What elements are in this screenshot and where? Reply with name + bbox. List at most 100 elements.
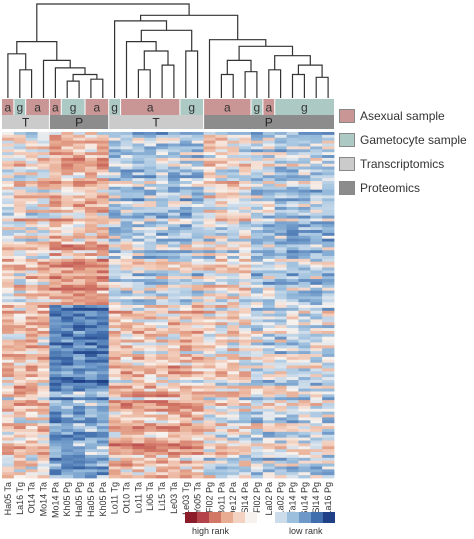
- stage-bar-segment: [25, 99, 50, 115]
- heatmap-cell: [274, 175, 287, 179]
- heatmap-cell: [49, 466, 62, 470]
- heatmap-cell: [144, 155, 157, 159]
- heatmap-cell: [13, 411, 27, 415]
- heatmap-cell: [61, 244, 74, 248]
- heatmap-cell: [298, 166, 311, 170]
- heatmap-cell: [132, 319, 145, 323]
- heatmap-cell: [85, 238, 98, 242]
- heatmap-cell: [251, 175, 264, 179]
- heatmap-cell: [85, 431, 98, 436]
- heatmap-cell: [144, 258, 157, 263]
- heatmap-cell: [49, 325, 62, 329]
- heatmap-cell: [144, 169, 157, 173]
- heatmap-cell: [239, 365, 252, 369]
- heatmap-cell: [310, 152, 323, 156]
- heatmap-cell: [37, 175, 50, 179]
- heatmap-cell: [108, 411, 121, 415]
- heatmap-cell: [239, 276, 252, 280]
- heatmap-cell: [286, 255, 299, 260]
- heatmap-cell: [215, 449, 228, 453]
- heatmap-cell: [25, 342, 38, 346]
- heatmap-cell: [144, 414, 157, 418]
- legend-swatch-gametocyte: [339, 133, 355, 147]
- heatmap-cell: [37, 371, 50, 375]
- heatmap-cell: [25, 160, 38, 165]
- heatmap-cell: [251, 134, 264, 139]
- heatmap-cell: [322, 215, 335, 219]
- heatmap-cell: [251, 206, 264, 211]
- heatmap-cell: [191, 307, 204, 312]
- heatmap-cell: [286, 169, 299, 173]
- heatmap-cell: [73, 411, 86, 415]
- heatmap-cell: [286, 356, 299, 361]
- column-label: Oe12 Pa: [228, 482, 238, 518]
- heatmap-cell: [132, 359, 145, 364]
- heatmap-cell: [25, 316, 38, 320]
- heatmap-cell: [108, 469, 121, 473]
- stage-bar-segment: [274, 99, 334, 115]
- heatmap-cell: [132, 204, 145, 208]
- heatmap-cell: [203, 411, 216, 415]
- heatmap-cell: [168, 382, 181, 387]
- heatmap-cell: [251, 250, 264, 254]
- heatmap-cell: [203, 178, 216, 182]
- heatmap-cell: [298, 452, 311, 456]
- heatmap-cell: [61, 365, 74, 369]
- heatmap-cell: [251, 431, 264, 436]
- heatmap-cell: [310, 379, 323, 384]
- column-label: Sl14 Pa: [240, 482, 250, 514]
- heatmap-cell: [310, 132, 323, 136]
- heatmap-cell: [203, 365, 216, 369]
- heatmap-cell: [310, 423, 323, 427]
- heatmap-cell: [298, 192, 311, 196]
- heatmap-cell: [49, 166, 62, 170]
- heatmap-cell: [322, 446, 335, 450]
- heatmap-cell: [239, 160, 252, 165]
- heatmap-cell: [85, 428, 98, 433]
- heatmap-cell: [286, 305, 299, 309]
- heatmap-cell: [73, 149, 86, 153]
- heatmap-cell: [96, 186, 110, 191]
- heatmap-cell: [239, 163, 252, 167]
- heatmap-cell: [2, 198, 15, 202]
- heatmap-cell: [179, 382, 193, 387]
- heatmap-cell: [2, 449, 15, 453]
- heatmap-cell: [274, 160, 287, 165]
- heatmap-cell: [96, 434, 110, 439]
- heatmap-cell: [156, 310, 169, 315]
- heatmap-cell: [215, 362, 228, 366]
- heatmap-cell: [2, 279, 15, 283]
- heatmap-cell: [286, 339, 299, 343]
- stage-bar-label: g: [188, 101, 195, 115]
- heatmap-cell: [191, 454, 204, 459]
- heatmap-cell: [203, 348, 216, 352]
- heatmap-cell: [179, 198, 193, 202]
- heatmap-cell: [298, 132, 311, 136]
- heatmap-cell: [96, 192, 110, 196]
- heatmap-cell: [262, 411, 276, 415]
- heatmap-cell: [215, 391, 228, 395]
- heatmap-cell: [49, 339, 62, 343]
- heatmap-cell: [322, 403, 335, 407]
- heatmap-cell: [310, 183, 323, 188]
- heatmap-cell: [96, 166, 110, 170]
- heatmap-cell: [25, 391, 38, 395]
- heatmap-cell: [262, 397, 276, 401]
- dendrogram-branch: [291, 73, 305, 98]
- heatmap-cell: [132, 382, 145, 387]
- heatmap-cell: [61, 319, 74, 323]
- heatmap-cell: [239, 368, 252, 372]
- heatmap-cell: [2, 411, 15, 415]
- heatmap-cell: [322, 319, 335, 323]
- heatmap-cell: [96, 371, 110, 375]
- heatmap-cell: [120, 230, 133, 234]
- heatmap-cell: [215, 209, 228, 214]
- heatmap-cell: [310, 428, 323, 433]
- heatmap-cell: [274, 472, 287, 476]
- heatmap-cell: [2, 365, 15, 369]
- heatmap-cell: [13, 204, 27, 208]
- heatmap-cell: [298, 276, 311, 280]
- heatmap-cell: [49, 296, 62, 300]
- heatmap-cell: [203, 183, 216, 188]
- heatmap-cell: [179, 428, 193, 433]
